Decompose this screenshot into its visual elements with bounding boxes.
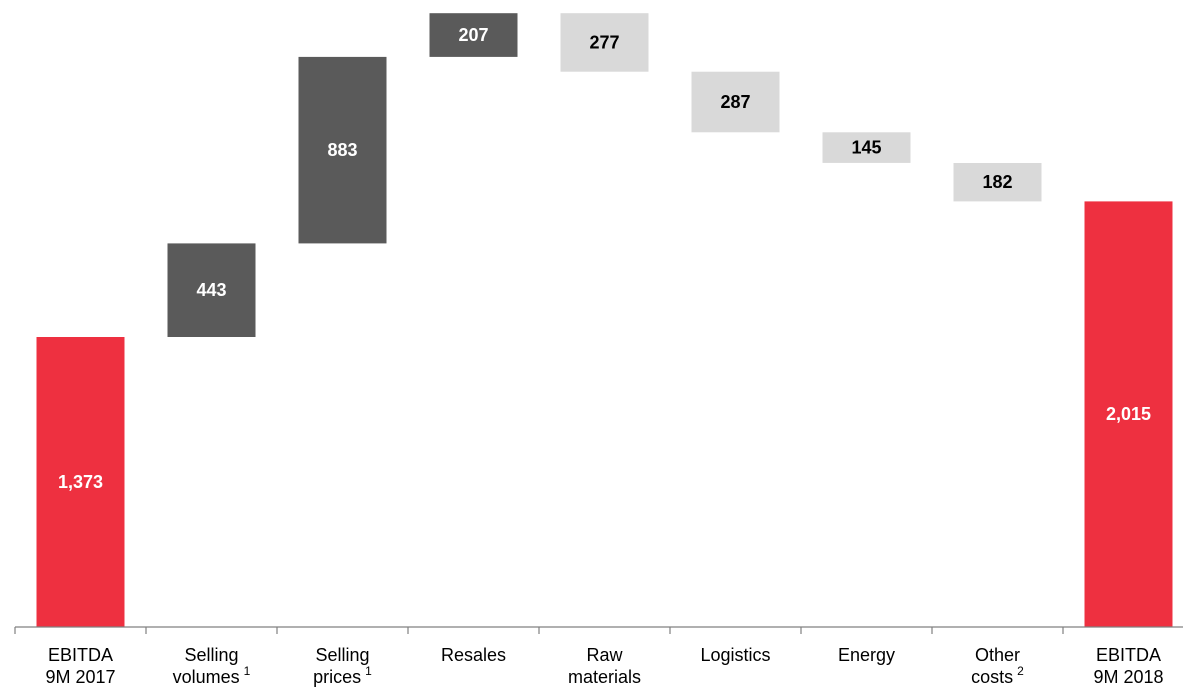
x-axis xyxy=(14,626,1183,634)
category-label-line2-0: 9M 2017 xyxy=(45,667,115,687)
category-label-6: Energy xyxy=(838,645,895,665)
bar-value-label-2: 883 xyxy=(327,140,357,160)
category-label-3: Resales xyxy=(441,645,506,665)
bars-layer: 1,373 443 883 207 277 287 145 182 2,015 xyxy=(36,13,1173,627)
category-label-5: Logistics xyxy=(700,645,770,665)
bar-value-label-3: 207 xyxy=(458,25,488,45)
bar-4 xyxy=(560,13,649,72)
category-label-line2-4: materials xyxy=(568,667,641,687)
category-label-line2-7: costs 2 xyxy=(971,664,1024,687)
bar-2 xyxy=(298,56,387,244)
bar-5 xyxy=(691,71,780,133)
bar-value-label-6: 145 xyxy=(851,138,881,158)
category-label-1: Selling xyxy=(184,645,238,665)
bar-1 xyxy=(167,243,256,337)
category-label-4: Raw xyxy=(586,645,623,665)
category-label-line2-8: 9M 2018 xyxy=(1093,667,1163,687)
bar-value-label-8: 2,015 xyxy=(1106,404,1151,424)
bar-3 xyxy=(429,13,518,57)
bar-value-label-7: 182 xyxy=(982,172,1012,192)
category-label-7: Other xyxy=(975,645,1020,665)
category-label-line2-2: prices 1 xyxy=(313,664,372,687)
category-label-8: EBITDA xyxy=(1096,645,1161,665)
bar-8 xyxy=(1084,201,1173,627)
bar-value-label-0: 1,373 xyxy=(58,472,103,492)
category-label-0: EBITDA xyxy=(48,645,113,665)
bar-value-label-5: 287 xyxy=(720,92,750,112)
bar-7 xyxy=(953,163,1042,202)
bar-0 xyxy=(36,337,125,627)
category-label-line2-1: volumes 1 xyxy=(173,664,251,687)
bar-value-label-4: 277 xyxy=(589,33,619,53)
bar-6 xyxy=(822,132,911,163)
category-label-2: Selling xyxy=(315,645,369,665)
bar-value-label-1: 443 xyxy=(196,280,226,300)
